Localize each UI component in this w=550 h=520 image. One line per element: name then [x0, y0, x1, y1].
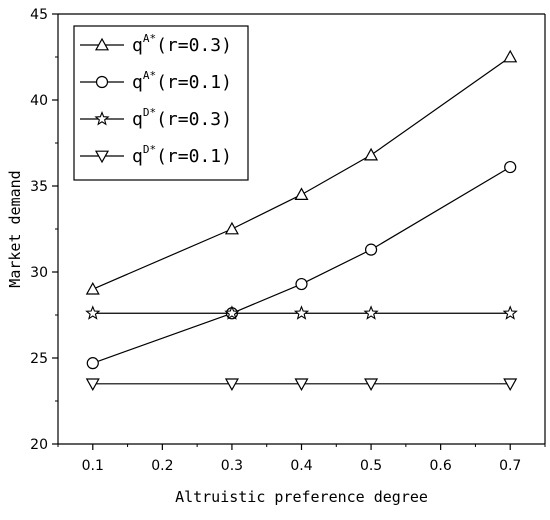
legend-label: qA*(r=0.1) [132, 69, 232, 93]
data-point [85, 305, 101, 320]
data-point [86, 357, 99, 370]
y-tick-label: 20 [30, 437, 48, 453]
legend-marker [95, 75, 109, 89]
legend: qA*(r=0.3) qA*(r=0.1) qD*(r=0.3) qD*(r=0.1) [73, 25, 249, 181]
data-point [363, 305, 379, 320]
data-point [224, 221, 239, 235]
data-point [293, 305, 310, 320]
data-point [224, 378, 239, 392]
legend-entry: qD*(r=0.3) [80, 106, 232, 130]
x-tick-label: 0.5 [360, 458, 382, 474]
data-point [364, 243, 378, 256]
legend-entry: qA*(r=0.1) [80, 69, 232, 93]
data-point [224, 305, 240, 320]
y-tick-label: 45 [30, 7, 48, 23]
data-point [295, 277, 308, 291]
legend-label: qA*(r=0.3) [132, 32, 232, 56]
series-3-triangle-down [85, 378, 518, 392]
legend-label: qD*(r=0.3) [132, 106, 232, 130]
data-point [504, 160, 517, 174]
data-point [503, 49, 518, 63]
x-tick-label: 0.7 [499, 458, 521, 474]
data-point [294, 378, 309, 392]
y-axis-title: Market demand [6, 170, 24, 287]
data-point [85, 378, 100, 392]
legend-marker [94, 37, 110, 51]
legend-marker [94, 110, 110, 126]
data-point [364, 147, 379, 161]
data-point [503, 378, 518, 392]
x-tick-label: 0.1 [82, 458, 104, 474]
legend-entry: qD*(r=0.1) [80, 143, 232, 167]
data-point [294, 187, 309, 200]
x-tick-label: 0.2 [151, 458, 173, 474]
y-tick-label: 35 [30, 179, 48, 195]
series-group [85, 49, 518, 392]
x-tick-label: 0.4 [290, 458, 312, 474]
y-tick-label: 25 [30, 351, 48, 367]
data-point [364, 378, 379, 392]
axes: 0.1 0.2 0.3 0.4 0.5 0.6 0.7 20 25 30 35 40 45 [30, 7, 546, 474]
x-axis-title: Altruistic preference degree [175, 488, 428, 506]
legend-entry: qA*(r=0.3) [80, 32, 232, 56]
legend-label: qD*(r=0.1) [132, 143, 232, 167]
series-2-star [85, 305, 518, 320]
data-point [85, 281, 100, 295]
x-tick-label: 0.6 [430, 458, 452, 474]
legend-marker [94, 150, 110, 164]
y-tick-label: 30 [30, 265, 48, 281]
data-point [502, 305, 518, 320]
x-tick-label: 0.3 [221, 458, 243, 474]
series-0-triangle-up [85, 49, 518, 295]
y-tick-label: 40 [30, 93, 48, 109]
